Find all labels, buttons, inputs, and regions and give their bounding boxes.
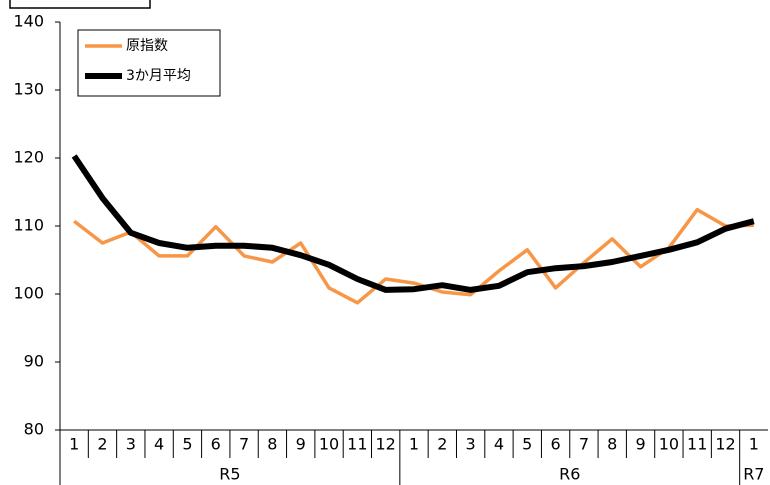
x-tick-label: 4 xyxy=(494,435,504,454)
x-tick-label: 9 xyxy=(635,435,645,454)
x-tick-label: 7 xyxy=(579,435,589,454)
title-box xyxy=(9,0,151,9)
x-tick-label: 3 xyxy=(126,435,136,454)
x-tick-label: 5 xyxy=(522,435,532,454)
x-tick-label: 8 xyxy=(607,435,617,454)
x-tick-label: 10 xyxy=(659,435,679,454)
x-tick-label: 1 xyxy=(69,435,79,454)
y-tick-label: 130 xyxy=(13,80,44,99)
x-tick-label: 6 xyxy=(551,435,561,454)
y-tick-label: 80 xyxy=(24,420,44,439)
group-label: R7 xyxy=(743,465,764,484)
y-tick-label: 100 xyxy=(13,284,44,303)
y-tick-label: 90 xyxy=(24,352,44,371)
x-tick-label: 12 xyxy=(376,435,396,454)
x-tick-label: 3 xyxy=(466,435,476,454)
x-tick-label: 10 xyxy=(319,435,339,454)
group-label: R5 xyxy=(219,465,240,484)
x-tick-label: 2 xyxy=(437,435,447,454)
x-tick-label: 6 xyxy=(211,435,221,454)
x-tick-label: 9 xyxy=(296,435,306,454)
y-tick-label: 110 xyxy=(13,216,44,235)
x-tick-label: 11 xyxy=(347,435,367,454)
y-tick-label: 120 xyxy=(13,148,44,167)
x-tick-label: 4 xyxy=(154,435,164,454)
x-tick-label: 5 xyxy=(182,435,192,454)
series-line xyxy=(71,154,755,293)
x-tick-label: 1 xyxy=(749,435,759,454)
y-tick-label: 140 xyxy=(13,12,44,31)
x-tick-label: 2 xyxy=(97,435,107,454)
legend-label: 3か月平均 xyxy=(126,68,191,84)
x-tick-label: 8 xyxy=(267,435,277,454)
series-line xyxy=(73,207,754,305)
x-tick-label: 11 xyxy=(687,435,707,454)
x-tick-label: 1 xyxy=(409,435,419,454)
x-tick-label: 12 xyxy=(715,435,735,454)
group-label: R6 xyxy=(559,465,580,484)
legend-label: 原指数 xyxy=(126,38,168,54)
legend-box xyxy=(77,29,221,97)
x-tick-label: 7 xyxy=(239,435,249,454)
